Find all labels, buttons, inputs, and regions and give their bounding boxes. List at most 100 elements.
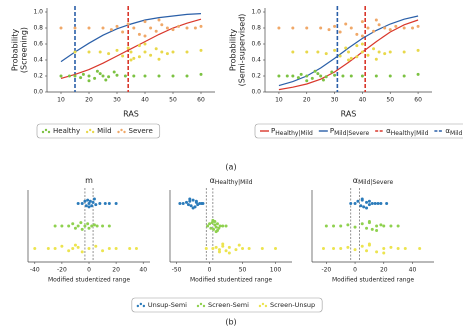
point <box>87 79 91 83</box>
x-tick-label: 20 <box>85 97 93 104</box>
point <box>80 227 84 231</box>
point <box>87 247 91 250</box>
point <box>217 248 221 252</box>
point <box>132 56 136 60</box>
point <box>402 26 406 30</box>
point <box>353 225 357 229</box>
y-tick-label: 0.2 <box>251 73 261 80</box>
legend-marker <box>264 304 268 308</box>
point <box>84 204 88 208</box>
y-tick-label: 1.0 <box>33 9 43 16</box>
point <box>185 50 189 54</box>
point <box>87 26 91 30</box>
point <box>324 224 328 228</box>
point <box>95 69 99 73</box>
x-tick-label: -20 <box>321 267 331 274</box>
point <box>346 223 350 227</box>
point <box>143 20 147 24</box>
point <box>389 245 393 249</box>
y-tick-label: 0.6 <box>251 41 261 48</box>
point <box>129 58 133 62</box>
point <box>383 26 387 30</box>
chart-title: m <box>85 176 93 185</box>
point <box>316 72 320 76</box>
x-tick-label: 50 <box>386 97 394 104</box>
x-tick-label: 60 <box>414 97 422 104</box>
point <box>349 26 353 30</box>
x-tick-label: 60 <box>197 97 205 104</box>
point <box>365 226 369 230</box>
point <box>344 22 348 26</box>
legend-marker <box>120 128 123 132</box>
point <box>321 247 325 250</box>
point <box>347 58 350 62</box>
point <box>184 200 188 204</box>
y-tick-label: 0.0 <box>33 89 43 96</box>
point <box>332 224 336 228</box>
point <box>81 72 85 76</box>
point <box>91 200 95 204</box>
point <box>349 74 353 78</box>
point <box>332 247 336 250</box>
x-tick-label: 0 <box>208 267 212 274</box>
point <box>181 202 185 205</box>
legend-label: Healthy <box>53 127 80 135</box>
point <box>157 57 161 61</box>
point <box>101 26 105 30</box>
point <box>199 72 203 76</box>
point <box>374 57 378 61</box>
point <box>204 247 208 250</box>
chart-title-sub: Mild|Severe <box>358 179 393 186</box>
point <box>199 48 203 52</box>
point <box>214 230 218 234</box>
point <box>296 76 300 80</box>
point <box>112 70 116 74</box>
legend-marker <box>139 302 143 306</box>
y-tick-label: 0.0 <box>251 89 261 96</box>
legend-label-sub: Healthy|Mild <box>391 130 429 137</box>
point <box>402 74 406 78</box>
x-tick-label: 10 <box>275 97 283 104</box>
curve <box>60 13 202 63</box>
x-tick-label: 50 <box>169 97 177 104</box>
point <box>60 224 64 228</box>
chart-title-main: α <box>353 176 358 185</box>
point <box>83 199 87 203</box>
x-tick-label: -50 <box>172 267 182 274</box>
point <box>101 249 105 253</box>
point <box>71 247 75 250</box>
point <box>241 247 245 250</box>
point <box>160 23 164 27</box>
x-axis-label: RAS <box>123 110 139 119</box>
legend-label: PHealthy|Mild <box>271 127 313 137</box>
point <box>376 202 380 205</box>
point <box>73 74 77 78</box>
point <box>356 199 360 203</box>
point <box>83 224 87 228</box>
point <box>67 224 71 228</box>
point <box>115 48 119 52</box>
point <box>224 224 228 228</box>
point <box>154 47 158 51</box>
y-axis-label: Probability <box>229 29 238 72</box>
x-tick-label: 40 <box>359 97 367 104</box>
x-tick-label: 40 <box>141 97 149 104</box>
point <box>305 79 309 83</box>
legend-marker <box>123 130 126 134</box>
point <box>360 34 364 38</box>
x-axis-label: Modified studentized range <box>48 277 130 284</box>
point <box>221 224 225 228</box>
legend-marker <box>196 304 200 308</box>
y-axis-label: Probability <box>11 29 20 72</box>
point <box>310 76 314 80</box>
x-tick-label: -40 <box>30 267 40 274</box>
legend: Unsup-Semi Screen-Semi Screen-Unsup <box>136 301 315 309</box>
point <box>285 74 289 78</box>
point <box>59 26 63 30</box>
point <box>114 247 118 250</box>
point <box>88 199 92 203</box>
point <box>177 24 181 28</box>
point <box>94 244 98 248</box>
point <box>388 28 392 32</box>
point <box>319 74 323 78</box>
